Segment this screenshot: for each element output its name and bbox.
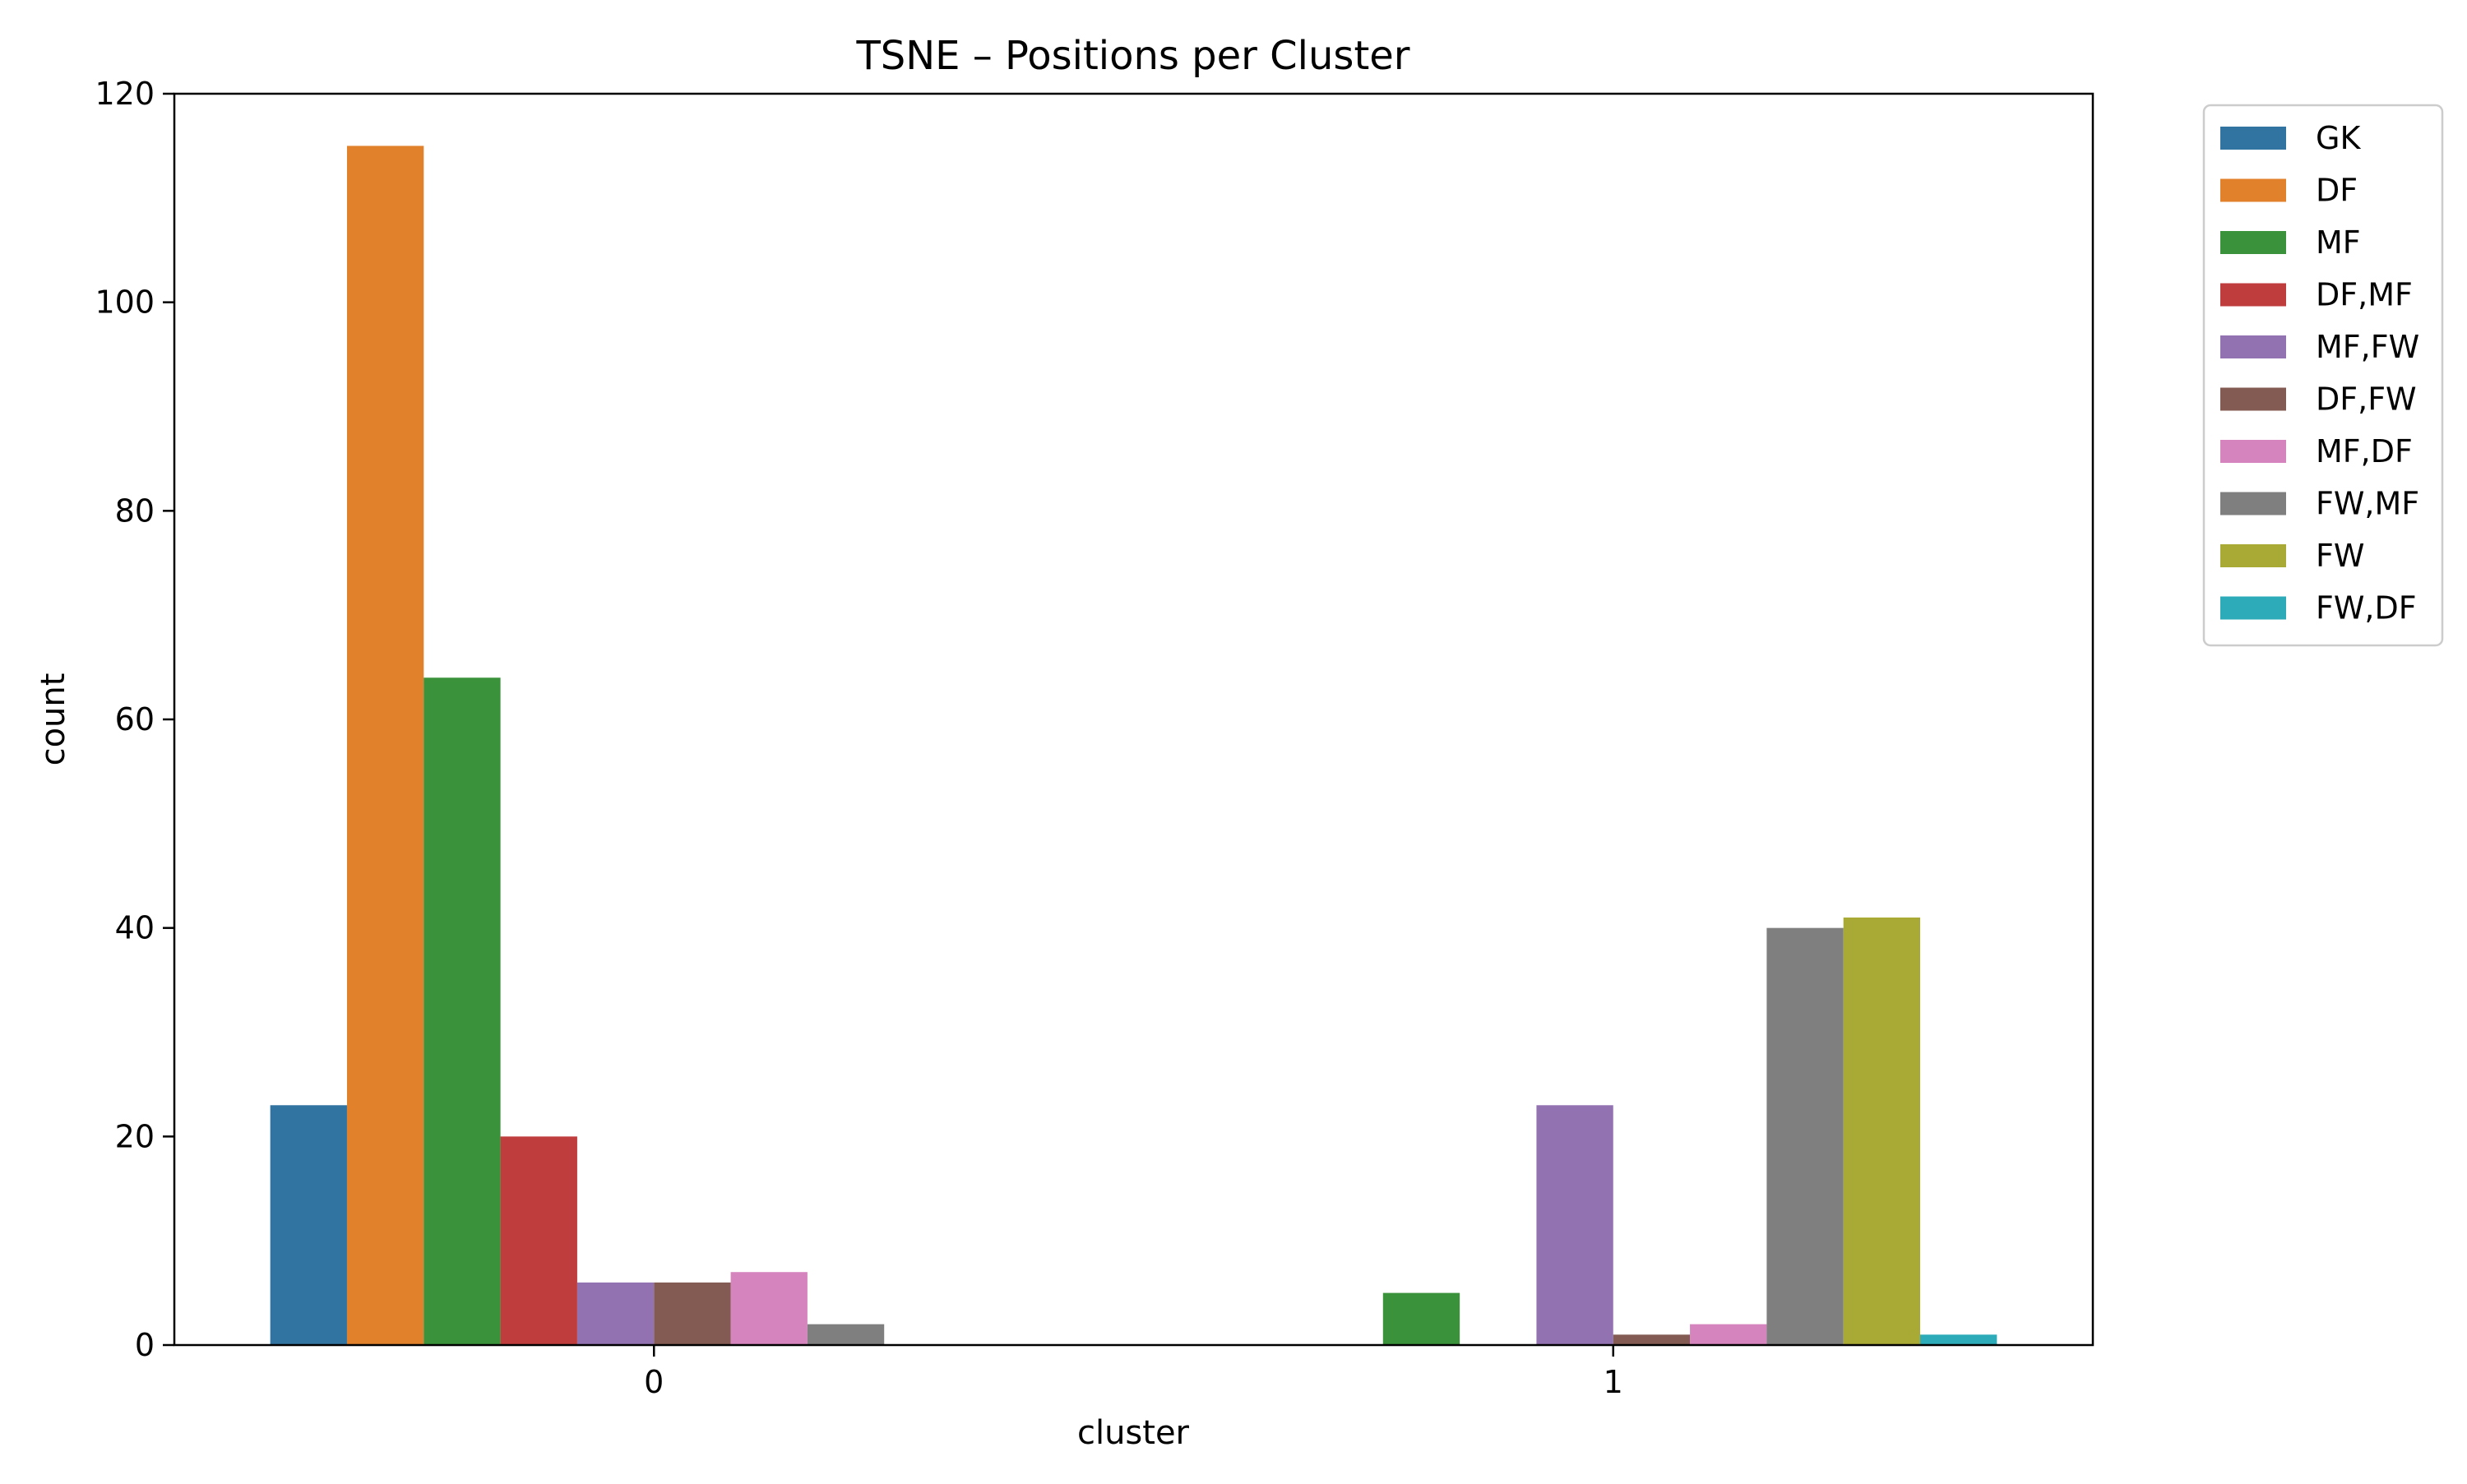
bar-mf-df-cluster-0 bbox=[730, 1272, 808, 1345]
legend-swatch bbox=[2220, 335, 2286, 358]
y-tick-label: 0 bbox=[135, 1327, 155, 1363]
y-axis: 0 20 40 60 80 100 120 bbox=[95, 76, 174, 1363]
legend-swatch bbox=[2220, 283, 2286, 307]
y-tick-label: 80 bbox=[115, 492, 155, 529]
legend-label: DF,FW bbox=[2316, 381, 2417, 418]
x-axis-label: cluster bbox=[1077, 1414, 1190, 1452]
legend-swatch bbox=[2220, 492, 2286, 515]
legend-swatch bbox=[2220, 127, 2286, 150]
chart-title: TSNE – Positions per Cluster bbox=[855, 33, 1409, 79]
legend-label: FW bbox=[2316, 538, 2364, 574]
legend-label: DF bbox=[2316, 173, 2358, 209]
bar-fw-df-cluster-1 bbox=[1920, 1334, 1997, 1345]
y-tick-label: 120 bbox=[95, 76, 155, 112]
legend-swatch bbox=[2220, 596, 2286, 620]
y-tick-label: 100 bbox=[95, 284, 155, 321]
legend-swatch bbox=[2220, 231, 2286, 254]
bar-mf-cluster-1 bbox=[1382, 1292, 1460, 1345]
y-tick-label: 20 bbox=[115, 1118, 155, 1154]
x-tick-label: 1 bbox=[1604, 1364, 1623, 1400]
y-tick-label: 40 bbox=[115, 910, 155, 946]
legend-label: DF,MF bbox=[2316, 277, 2413, 313]
bar-fw-mf-cluster-0 bbox=[807, 1324, 885, 1345]
legend-swatch bbox=[2220, 387, 2286, 411]
bar-fw-cluster-1 bbox=[1843, 917, 1921, 1345]
legend-swatch bbox=[2220, 544, 2286, 567]
legend-label: MF,DF bbox=[2316, 433, 2413, 469]
bar-mf-df-cluster-1 bbox=[1690, 1324, 1767, 1345]
bar-fw-mf-cluster-1 bbox=[1766, 927, 1844, 1345]
legend-label: GK bbox=[2316, 120, 2361, 156]
legend-label: FW,MF bbox=[2316, 486, 2419, 522]
legend-label: MF bbox=[2316, 224, 2361, 261]
legend-label: FW,DF bbox=[2316, 590, 2417, 626]
x-tick-label: 0 bbox=[644, 1364, 664, 1400]
plot-frame bbox=[173, 92, 2094, 1347]
bar-gk-cluster-0 bbox=[270, 1105, 347, 1345]
bar-mf-fw-cluster-0 bbox=[576, 1282, 655, 1345]
legend: GK DF MF DF,MF MF,FW DF,FW MF,DF FW,MF FW FW,DF bbox=[2202, 104, 2444, 647]
bars-layer bbox=[270, 146, 1997, 1345]
legend-swatch bbox=[2220, 178, 2286, 202]
bar-df-fw-cluster-1 bbox=[1613, 1334, 1691, 1345]
bar-mf-cluster-0 bbox=[424, 677, 501, 1345]
bar-df-cluster-0 bbox=[346, 146, 424, 1345]
bar-df-mf-cluster-0 bbox=[500, 1136, 577, 1345]
legend-label: MF,FW bbox=[2316, 329, 2419, 365]
bar-mf-fw-cluster-1 bbox=[1536, 1105, 1613, 1345]
bar-df-fw-cluster-0 bbox=[654, 1282, 731, 1345]
legend-swatch bbox=[2220, 440, 2286, 463]
y-axis-label: count bbox=[35, 673, 72, 766]
y-tick-label: 60 bbox=[115, 701, 155, 737]
